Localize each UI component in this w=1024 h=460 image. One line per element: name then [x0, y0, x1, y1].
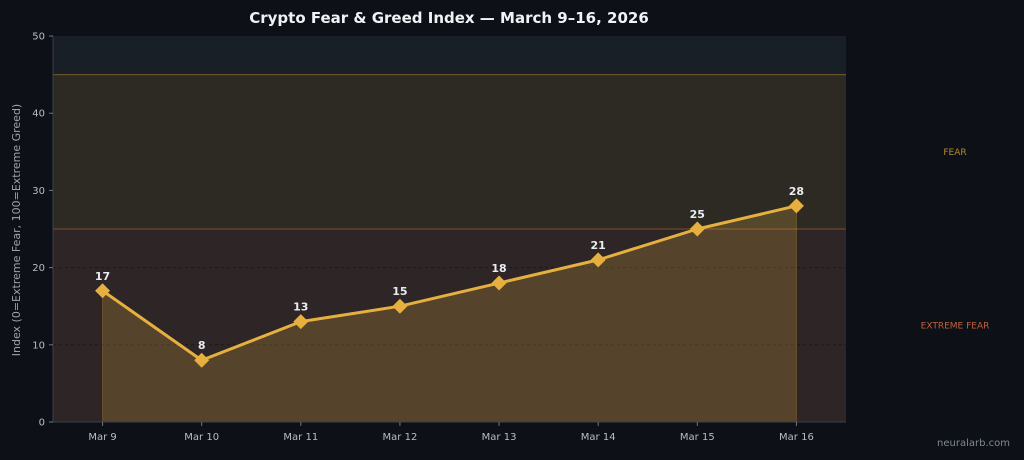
- x-tick-label: Mar 14: [581, 432, 616, 443]
- data-label: 28: [789, 185, 804, 198]
- data-label: 17: [95, 270, 110, 283]
- data-label: 13: [293, 301, 308, 314]
- data-label: 15: [392, 285, 407, 298]
- data-point-marker: [95, 283, 111, 299]
- y-tick-label: 40: [32, 109, 45, 120]
- data-point-marker: [491, 275, 507, 291]
- x-tick-label: Mar 11: [283, 432, 318, 443]
- zone-band-fear: [53, 74, 846, 229]
- data-label: 8: [198, 339, 206, 352]
- y-axis-title: Index (0=Extreme Fear, 100=Extreme Greed…: [10, 104, 23, 356]
- y-tick-label: 20: [32, 263, 45, 274]
- x-tick-label: Mar 16: [779, 432, 814, 443]
- x-tick-label: Mar 13: [482, 432, 517, 443]
- chart-title: Crypto Fear & Greed Index — March 9–16, …: [249, 9, 649, 27]
- y-tick-label: 30: [32, 186, 45, 197]
- data-point-marker: [293, 314, 309, 330]
- y-tick-label: 0: [39, 418, 45, 429]
- x-tick-label: Mar 10: [184, 432, 219, 443]
- zone-label-fear: FEAR: [943, 148, 966, 158]
- y-tick-label: 10: [32, 340, 45, 351]
- zone-band-neutral: [53, 36, 846, 75]
- zone-label-extreme-fear: EXTREME FEAR: [921, 322, 990, 332]
- data-label: 18: [491, 262, 506, 275]
- data-label: 21: [591, 239, 606, 252]
- series-layer: [95, 198, 804, 368]
- data-point-marker: [392, 298, 408, 314]
- data-point-marker: [590, 252, 606, 268]
- data-point-marker: [689, 221, 705, 237]
- data-point-marker: [788, 198, 804, 214]
- data-labels-layer: 17 8 13 15 18 21 25 28: [95, 185, 804, 352]
- x-tick-label: Mar 9: [88, 432, 116, 443]
- watermark: neuralarb.com: [937, 438, 1010, 449]
- zones-layer: EXTREME FEAR FEAR: [53, 36, 989, 422]
- data-point-marker: [194, 352, 210, 368]
- data-label: 25: [690, 208, 705, 221]
- axes-layer: 0 10 20 30 40 50 Mar 9 Mar 10 Mar 11 Mar 12 Mar 13…: [32, 32, 846, 443]
- zone-band-extreme-fear: [53, 229, 846, 422]
- x-tick-label: Mar 15: [680, 432, 715, 443]
- x-tick-label: Mar 12: [383, 432, 418, 443]
- y-tick-label: 50: [32, 32, 45, 43]
- series-line: [101, 204, 797, 362]
